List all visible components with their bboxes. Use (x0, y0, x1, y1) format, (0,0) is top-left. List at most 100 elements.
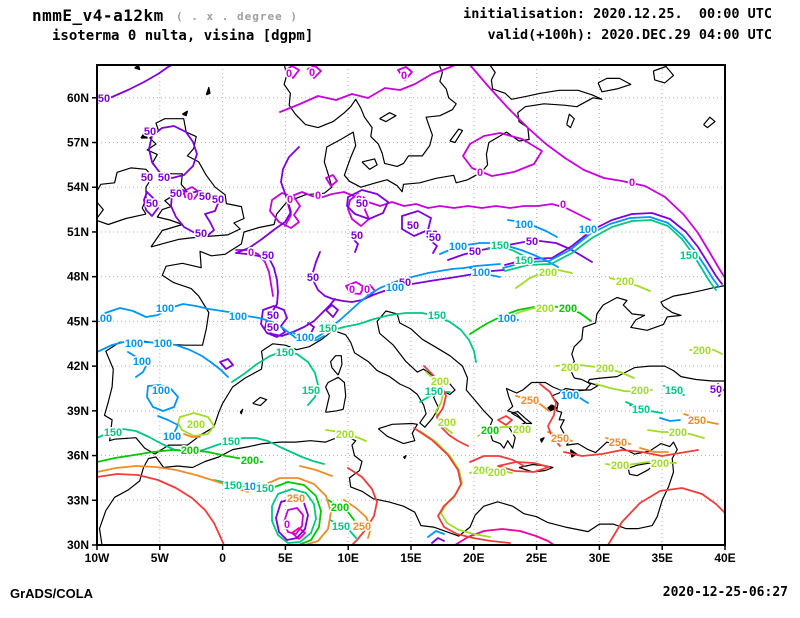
contour-label: 0 (349, 284, 355, 296)
contour-line-c50 (148, 125, 198, 179)
x-tick-label: 0 (219, 551, 226, 565)
contour-label: 250 (688, 415, 706, 427)
creation-timestamp: 2020-12-25-06:27 (662, 585, 788, 600)
y-tick-label: 30N (67, 538, 89, 552)
coastline (146, 118, 245, 248)
contour-line-c250 (261, 477, 332, 545)
contour-label: 200 (513, 424, 531, 436)
x-tick-label: 15E (400, 551, 421, 565)
x-tick-label: 30E (589, 551, 610, 565)
contour-label: 150 (680, 250, 698, 262)
coastline (182, 110, 188, 117)
contour-label: 50 (526, 236, 538, 248)
coastline (325, 376, 347, 413)
contour-label: 0 (286, 68, 292, 80)
contour-line-c200 (469, 468, 513, 474)
contour-line-c100 (157, 415, 179, 438)
contour-line-c100 (127, 351, 148, 378)
contour-line-c100 (291, 331, 325, 342)
contour-label: 150 (632, 404, 650, 416)
contour-label: 200 (241, 455, 259, 467)
contour-line-c100 (97, 340, 229, 378)
coastline (205, 86, 211, 96)
contour-label: 250 (353, 521, 371, 533)
contour-line-c50 (143, 191, 159, 217)
contour-line-c50 (717, 383, 724, 397)
contour-label: 0 (629, 177, 635, 189)
contour-line-c0 (269, 192, 301, 229)
contour-label: 200 (596, 363, 614, 375)
coastline (539, 437, 545, 443)
contour-label: 200 (693, 345, 711, 357)
contour-line-c250 (547, 431, 573, 442)
x-tick-label: 20E (463, 551, 484, 565)
contour-line-c200 (515, 269, 573, 289)
contour-line-c150 (329, 312, 477, 363)
contour-label: 100 (386, 282, 404, 294)
contour-line-c300 (563, 449, 699, 457)
contour-label: 200 (438, 417, 456, 429)
contour-line-c150 (487, 246, 535, 263)
x-tick-label: 10E (338, 551, 359, 565)
contour-label: 50 (158, 172, 170, 184)
contour-label: 50 (170, 188, 182, 200)
contour-label: 50 (141, 172, 153, 184)
contour-line-c100 (559, 389, 589, 404)
contour-label: 200 (611, 460, 629, 472)
contour-line-c250 (515, 395, 550, 412)
y-tick-label: 54N (67, 180, 89, 194)
y-tick-label: 45N (67, 314, 89, 328)
contour-label: 150 (256, 483, 274, 495)
contour-line-c200 (419, 430, 491, 538)
contour-label: 150 (222, 436, 240, 448)
contour-line-c0 (325, 174, 338, 187)
contour-line-c50 (312, 251, 505, 303)
coastline (154, 310, 592, 455)
contour-line-c200 (605, 461, 677, 467)
contour-line-c150 (213, 479, 271, 490)
contour-label: 100 (515, 219, 533, 231)
contour-label: 100 (498, 313, 516, 325)
contour-label: 100 (94, 313, 112, 325)
contour-line-c250 (683, 413, 719, 425)
contour-label: 100 (449, 241, 467, 253)
contour-line-c0 (307, 65, 322, 79)
contour-label: 100 (579, 224, 597, 236)
contour-label: 200 (631, 385, 649, 397)
grads-credit: GrADS/COLA (10, 586, 94, 601)
contour-line-c200 (505, 306, 548, 319)
contour-line-c150 (97, 428, 325, 465)
contour-line-c200 (595, 383, 653, 393)
coastline (361, 158, 378, 170)
contour-label: 200 (336, 429, 354, 441)
contour-line-c300 (347, 467, 378, 545)
contour-line-c0 (183, 186, 200, 200)
x-tick-label: 5W (151, 551, 170, 565)
contour-line-c200g (271, 481, 322, 545)
contour-label: 50 (199, 191, 211, 203)
contour-line-c200 (609, 277, 651, 292)
contour-label: 100 (125, 338, 143, 350)
contour-line-c100 (439, 242, 559, 268)
contour-line-c300 (497, 415, 513, 426)
contour-line-c50 (275, 497, 309, 541)
coastline (97, 167, 153, 226)
y-tick-label: 51N (67, 225, 89, 239)
contour-label: 200 (331, 502, 349, 514)
coastline (379, 112, 397, 123)
contour-label: 150 (224, 480, 242, 492)
contour-label: 0 (248, 247, 254, 259)
contour-line-c200 (477, 426, 527, 437)
contour-label: 150 (302, 385, 320, 397)
contour-label: 200 (651, 458, 669, 470)
coastline (98, 365, 725, 545)
contour-label: 200 (481, 425, 499, 437)
contour-line-c0 (397, 66, 413, 81)
contour-label: 0 (560, 199, 566, 211)
contour-label: 150 (276, 347, 294, 359)
contour-line-c0 (469, 65, 725, 279)
y-tick-label: 33N (67, 493, 89, 507)
contour-label: 150 (319, 323, 337, 335)
contour-label: 50 (307, 272, 319, 284)
